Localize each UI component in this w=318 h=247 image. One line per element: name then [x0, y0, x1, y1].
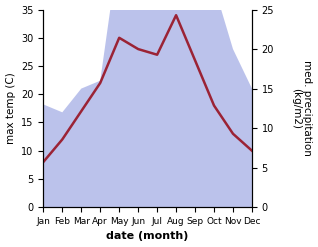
- X-axis label: date (month): date (month): [107, 231, 189, 242]
- Y-axis label: max temp (C): max temp (C): [5, 72, 16, 144]
- Y-axis label: med. precipitation
(kg/m2): med. precipitation (kg/m2): [291, 61, 313, 156]
